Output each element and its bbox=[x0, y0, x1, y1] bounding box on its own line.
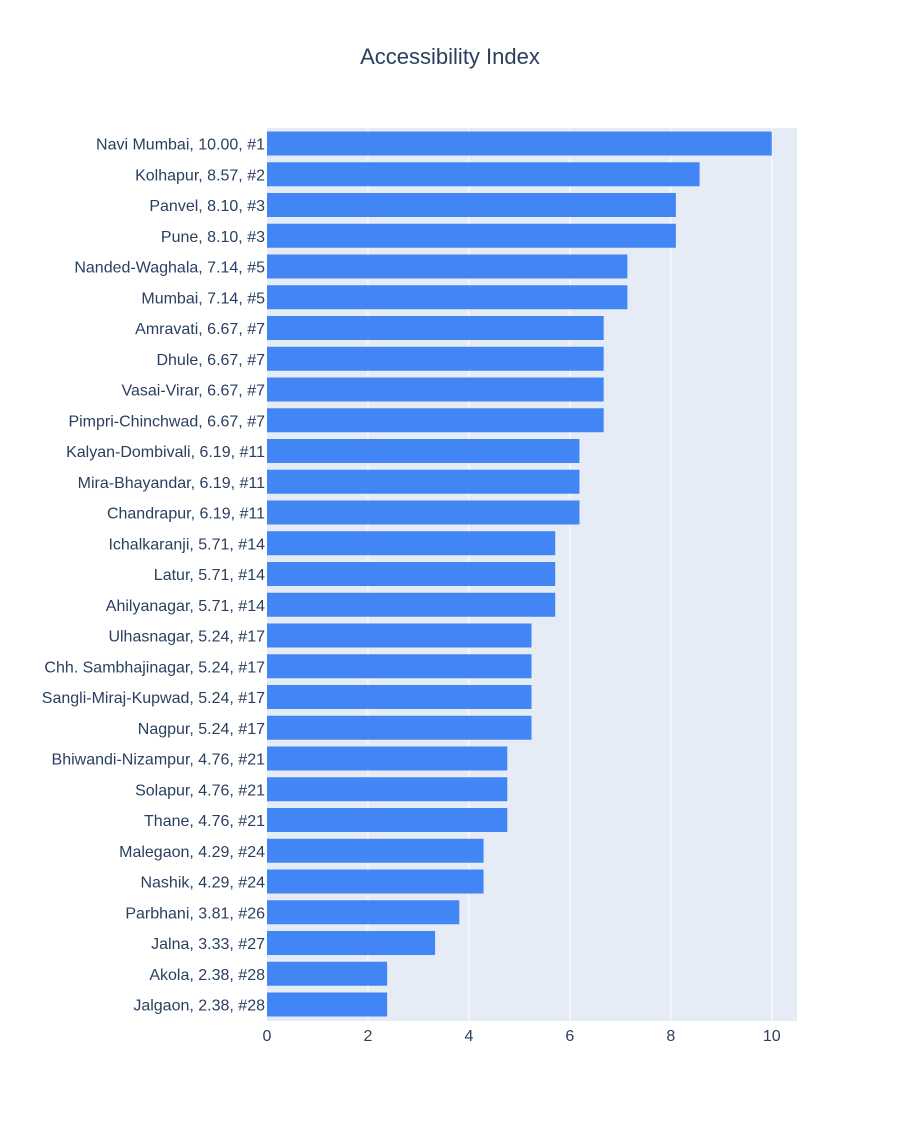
x-tick-labels: 0 2 4 6 8 10 bbox=[263, 1028, 781, 1045]
y-tick-label: Kalyan-Dombivali, 6.19, #11 bbox=[66, 444, 265, 461]
bar bbox=[267, 900, 460, 925]
bar bbox=[267, 808, 508, 832]
y-tick-label: Nanded-Waghala, 7.14, #5 bbox=[74, 260, 265, 277]
y-tick-label: Ichalkaranji, 5.71, #14 bbox=[108, 536, 265, 553]
bar bbox=[267, 992, 388, 1017]
bar bbox=[267, 500, 580, 525]
y-tick-label: Pimpri-Chinchwad, 6.67, #7 bbox=[68, 413, 265, 430]
bar bbox=[267, 316, 604, 340]
y-tick-label: Jalgaon, 2.38, #28 bbox=[133, 998, 265, 1015]
y-tick-label: Chandrapur, 6.19, #11 bbox=[107, 506, 265, 523]
y-tick-label: Jalna, 3.33, #27 bbox=[151, 936, 265, 953]
y-tick-label: Kolhapur, 8.57, #2 bbox=[135, 167, 265, 184]
y-tick-label: Mira-Bhayandar, 6.19, #11 bbox=[78, 475, 265, 492]
bar bbox=[267, 377, 604, 402]
bar bbox=[267, 562, 556, 586]
y-tick-label: Nashik, 4.29, #24 bbox=[140, 875, 265, 892]
bar bbox=[267, 685, 532, 709]
y-tick-label: Amravati, 6.67, #7 bbox=[135, 321, 265, 338]
y-tick-label: Latur, 5.71, #14 bbox=[154, 567, 265, 584]
chart-title: Accessibility Index bbox=[360, 44, 540, 69]
bar bbox=[267, 654, 532, 679]
bar bbox=[267, 408, 604, 433]
y-tick-label: Akola, 2.38, #28 bbox=[149, 967, 265, 984]
y-tick-label: Mumbai, 7.14, #5 bbox=[141, 290, 265, 307]
y-tick-label: Bhiwandi-Nizampur, 4.76, #21 bbox=[52, 752, 266, 769]
bar bbox=[267, 931, 436, 955]
y-tick-label: Thane, 4.76, #21 bbox=[144, 813, 265, 830]
y-tick-label: Pune, 8.10, #3 bbox=[161, 229, 265, 246]
bar bbox=[267, 838, 484, 863]
y-tick-label: Sangli-Miraj-Kupwad, 5.24, #17 bbox=[42, 690, 265, 707]
y-tick-label: Dhule, 6.67, #7 bbox=[156, 352, 265, 369]
bar bbox=[267, 592, 556, 617]
bar bbox=[267, 162, 700, 187]
y-tick-label: Malegaon, 4.29, #24 bbox=[119, 844, 265, 861]
bars bbox=[267, 131, 772, 1017]
y-tick-labels: Navi Mumbai, 10.00, #1 Kolhapur, 8.57, #2… bbox=[42, 137, 265, 1015]
y-tick-label: Solapur, 4.76, #21 bbox=[135, 782, 265, 799]
bar bbox=[267, 439, 580, 463]
x-tick-label: 2 bbox=[363, 1028, 372, 1045]
bar bbox=[267, 346, 604, 371]
bar bbox=[267, 746, 508, 771]
y-tick-label: Panvel, 8.10, #3 bbox=[149, 198, 265, 215]
bar bbox=[267, 961, 388, 986]
bar bbox=[267, 193, 676, 217]
bar bbox=[267, 715, 532, 740]
y-tick-label: Navi Mumbai, 10.00, #1 bbox=[96, 137, 265, 154]
bar bbox=[267, 869, 484, 894]
x-tick-label: 8 bbox=[666, 1028, 675, 1045]
bar bbox=[267, 131, 772, 156]
x-tick-label: 10 bbox=[763, 1028, 781, 1045]
bar bbox=[267, 285, 628, 310]
y-tick-label: Parbhani, 3.81, #26 bbox=[125, 905, 265, 922]
bar bbox=[267, 223, 676, 248]
x-tick-label: 0 bbox=[263, 1028, 272, 1045]
y-tick-label: Vasai-Virar, 6.67, #7 bbox=[122, 383, 266, 400]
y-tick-label: Nagpur, 5.24, #17 bbox=[138, 721, 265, 738]
bar bbox=[267, 777, 508, 802]
bar bbox=[267, 469, 580, 494]
x-tick-label: 4 bbox=[464, 1028, 473, 1045]
y-tick-label: Ahilyanagar, 5.71, #14 bbox=[106, 598, 265, 615]
y-tick-label: Chh. Sambhajinagar, 5.24, #17 bbox=[44, 659, 265, 676]
bar bbox=[267, 531, 556, 556]
bar bbox=[267, 623, 532, 648]
bar bbox=[267, 254, 628, 279]
y-tick-label: Ulhasnagar, 5.24, #17 bbox=[108, 629, 265, 646]
x-tick-label: 6 bbox=[565, 1028, 574, 1045]
